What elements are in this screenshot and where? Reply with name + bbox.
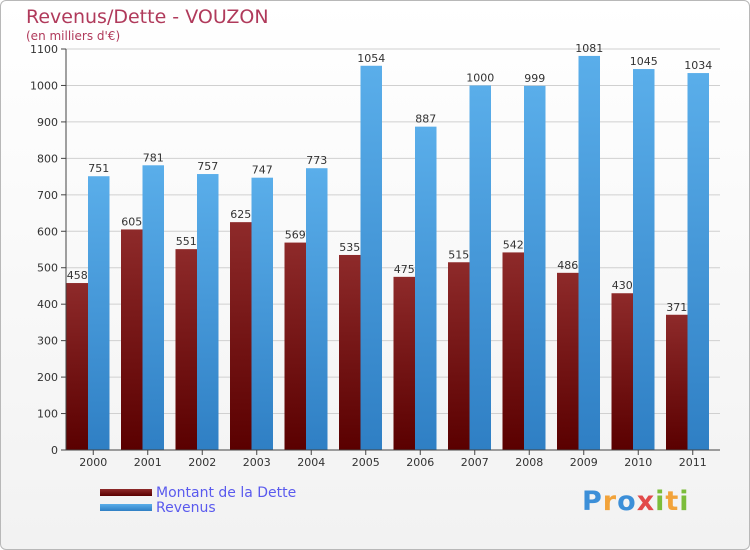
bar-revenus — [578, 55, 600, 451]
data-label-dette: 551 — [176, 235, 197, 248]
bar-revenus — [251, 177, 273, 450]
logo-letter: P — [582, 486, 603, 517]
data-label-revenus: 1045 — [630, 55, 658, 68]
bar-revenus — [142, 165, 164, 451]
x-tick-label: 2011 — [679, 456, 707, 469]
data-label-dette: 458 — [67, 269, 88, 282]
data-label-dette: 542 — [503, 238, 524, 251]
bar-revenus — [306, 168, 328, 450]
y-tick-label: 100 — [37, 408, 58, 421]
logo-letter: i — [679, 486, 690, 517]
logo-letter: t — [665, 486, 680, 517]
logo-letter: o — [617, 486, 637, 517]
bar-dette — [66, 283, 88, 450]
logo-letter: i — [655, 486, 666, 517]
legend-swatch-revenus — [100, 504, 152, 511]
x-tick-label: 2007 — [461, 456, 489, 469]
bar-revenus — [88, 176, 110, 450]
x-tick-label: 2010 — [624, 456, 652, 469]
proxiti-logo: Proxiti — [582, 486, 690, 517]
bar-dette — [448, 262, 470, 450]
logo-letter: r — [602, 486, 618, 517]
x-tick-label: 2009 — [570, 456, 598, 469]
legend-label-dette: Montant de la Dette — [156, 485, 297, 501]
bar-revenus — [197, 174, 219, 450]
data-label-dette: 475 — [394, 263, 415, 276]
bar-dette — [339, 254, 361, 450]
bar-dette — [284, 242, 306, 450]
data-label-dette: 515 — [448, 248, 469, 261]
x-tick-label: 2001 — [134, 456, 162, 469]
x-tick-label: 2000 — [79, 456, 107, 469]
y-tick-label: 500 — [37, 262, 58, 275]
bar-dette — [502, 252, 524, 450]
y-tick-label: 300 — [37, 335, 58, 348]
data-label-revenus: 1000 — [466, 71, 494, 84]
data-label-revenus: 887 — [415, 113, 436, 126]
bar-revenus — [524, 85, 546, 450]
data-label-dette: 569 — [285, 229, 306, 242]
bar-dette — [175, 249, 197, 450]
y-tick-label: 700 — [37, 189, 58, 202]
y-tick-label: 600 — [37, 225, 58, 238]
data-label-dette: 535 — [339, 241, 360, 254]
bar-revenus — [687, 73, 709, 450]
bar-dette — [121, 229, 143, 450]
y-tick-label: 1100 — [30, 43, 58, 56]
logo-letter: x — [636, 486, 656, 517]
chart-title: Revenus/Dette - VOUZON — [26, 6, 269, 28]
data-label-revenus: 757 — [197, 160, 218, 173]
data-label-dette: 371 — [666, 301, 687, 314]
bar-dette — [666, 314, 688, 450]
data-label-dette: 625 — [230, 208, 251, 221]
y-tick-label: 900 — [37, 116, 58, 129]
data-label-revenus: 1034 — [684, 59, 712, 72]
data-label-revenus: 1081 — [575, 42, 603, 55]
y-tick-label: 400 — [37, 298, 58, 311]
bar-dette — [557, 272, 579, 450]
bar-revenus — [360, 65, 382, 450]
data-label-revenus: 751 — [88, 162, 109, 175]
data-label-revenus: 1054 — [357, 52, 385, 65]
x-tick-label: 2004 — [297, 456, 325, 469]
bar-revenus — [415, 126, 437, 450]
y-tick-label: 1000 — [30, 79, 58, 92]
data-label-dette: 486 — [557, 259, 578, 272]
legend-swatch-dette — [100, 489, 152, 496]
y-tick-label: 0 — [51, 444, 58, 457]
chart-subtitle: (en milliers d'€) — [26, 29, 121, 43]
data-label-revenus: 781 — [143, 151, 164, 164]
bar-revenus — [633, 69, 655, 451]
x-tick-label: 2002 — [188, 456, 216, 469]
x-tick-label: 2003 — [243, 456, 271, 469]
x-tick-label: 2006 — [406, 456, 434, 469]
data-label-revenus: 747 — [252, 164, 273, 177]
data-label-revenus: 999 — [524, 72, 545, 85]
y-tick-label: 200 — [37, 371, 58, 384]
bar-dette — [230, 222, 252, 450]
x-tick-label: 2005 — [352, 456, 380, 469]
bar-revenus — [469, 85, 491, 451]
legend-label-revenus: Revenus — [156, 500, 216, 516]
bar-dette — [393, 276, 415, 450]
y-tick-label: 800 — [37, 152, 58, 165]
data-label-revenus: 773 — [306, 154, 327, 167]
bar-dette — [611, 293, 633, 450]
data-label-dette: 430 — [612, 279, 633, 292]
x-tick-label: 2008 — [515, 456, 543, 469]
data-label-dette: 605 — [121, 215, 142, 228]
